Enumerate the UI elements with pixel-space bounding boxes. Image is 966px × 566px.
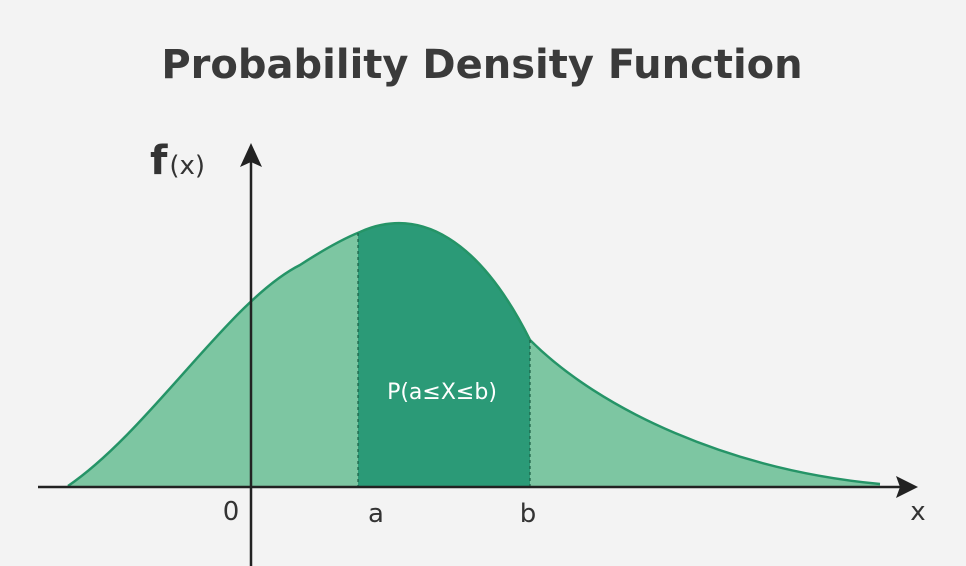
probability-region	[358, 223, 530, 486]
x-axis-label: x	[910, 497, 925, 527]
tick-a: a	[368, 499, 384, 529]
region-label: P(a≤X≤b)	[387, 380, 497, 405]
y-axis-label-sub: (x)	[169, 151, 205, 181]
y-axis-arrowhead	[240, 143, 262, 167]
pdf-curve	[67, 222, 881, 488]
x-axis-arrowhead	[896, 476, 918, 498]
y-axis-label-main: f	[150, 138, 168, 184]
tick-b: b	[520, 499, 537, 529]
diagram-title: Probability Density Function	[161, 42, 802, 88]
tick-origin: 0	[223, 497, 240, 527]
y-axis-label: f(x)	[150, 138, 205, 184]
